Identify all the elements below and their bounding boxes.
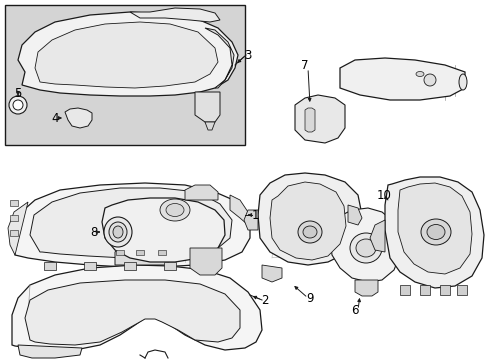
- Polygon shape: [347, 205, 361, 225]
- Bar: [456, 285, 466, 295]
- Polygon shape: [35, 22, 218, 88]
- Bar: [136, 250, 143, 255]
- Polygon shape: [369, 220, 384, 252]
- Polygon shape: [384, 177, 483, 288]
- Polygon shape: [258, 173, 361, 265]
- Polygon shape: [65, 108, 92, 128]
- Polygon shape: [12, 183, 249, 267]
- Polygon shape: [339, 58, 464, 100]
- Ellipse shape: [303, 226, 316, 238]
- Bar: [124, 262, 136, 270]
- Ellipse shape: [297, 221, 321, 243]
- Polygon shape: [262, 265, 282, 282]
- Text: 2: 2: [261, 293, 268, 306]
- Polygon shape: [115, 245, 168, 265]
- Circle shape: [13, 100, 23, 110]
- Bar: [439, 285, 449, 295]
- Bar: [5, 5, 244, 145]
- Circle shape: [423, 74, 435, 86]
- Polygon shape: [329, 208, 399, 282]
- Ellipse shape: [160, 199, 190, 221]
- Polygon shape: [195, 92, 220, 122]
- Polygon shape: [190, 248, 222, 275]
- Ellipse shape: [113, 226, 123, 238]
- Polygon shape: [204, 122, 215, 130]
- Polygon shape: [30, 188, 231, 258]
- Polygon shape: [25, 280, 240, 345]
- Polygon shape: [294, 95, 345, 143]
- Text: 3: 3: [244, 49, 251, 62]
- Text: 8: 8: [90, 225, 98, 239]
- Polygon shape: [18, 12, 238, 96]
- Text: 9: 9: [305, 292, 313, 305]
- Ellipse shape: [355, 239, 375, 257]
- Polygon shape: [397, 183, 471, 274]
- Bar: [10, 230, 18, 236]
- Polygon shape: [102, 198, 224, 262]
- Circle shape: [9, 96, 27, 114]
- Text: 1: 1: [251, 208, 258, 221]
- Ellipse shape: [349, 233, 381, 263]
- Polygon shape: [12, 265, 262, 350]
- Bar: [84, 262, 96, 270]
- Polygon shape: [204, 28, 234, 88]
- Text: 7: 7: [301, 59, 308, 72]
- Ellipse shape: [109, 222, 127, 242]
- Ellipse shape: [420, 219, 450, 245]
- Polygon shape: [354, 280, 377, 296]
- Ellipse shape: [104, 217, 132, 247]
- Bar: [10, 200, 18, 206]
- Bar: [116, 250, 124, 255]
- Bar: [44, 262, 56, 270]
- Ellipse shape: [415, 72, 423, 77]
- Polygon shape: [184, 185, 218, 200]
- Polygon shape: [130, 8, 220, 22]
- Bar: [399, 285, 409, 295]
- Text: 5: 5: [14, 86, 21, 99]
- Ellipse shape: [426, 225, 444, 239]
- Bar: [419, 285, 429, 295]
- Ellipse shape: [165, 203, 183, 216]
- Bar: [158, 250, 165, 255]
- Polygon shape: [8, 202, 28, 255]
- Polygon shape: [244, 210, 258, 230]
- Bar: [10, 215, 18, 221]
- Polygon shape: [229, 195, 247, 225]
- Polygon shape: [18, 345, 82, 358]
- Ellipse shape: [458, 74, 466, 90]
- Polygon shape: [269, 182, 346, 260]
- Text: 4: 4: [51, 112, 59, 125]
- Text: 10: 10: [376, 189, 390, 202]
- Bar: [163, 262, 176, 270]
- Text: 6: 6: [350, 303, 358, 316]
- Bar: [203, 262, 216, 270]
- Polygon shape: [305, 108, 314, 132]
